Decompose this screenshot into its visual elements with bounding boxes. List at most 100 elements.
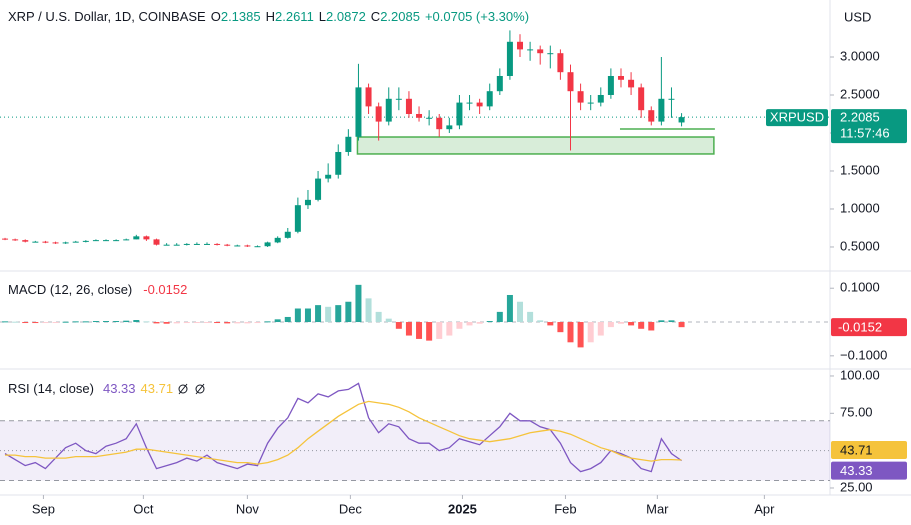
candle-body xyxy=(648,110,655,122)
histogram-bar xyxy=(244,322,251,324)
y-tick-label: 25.00 xyxy=(840,479,873,494)
histogram-bar xyxy=(113,321,120,323)
histogram-bar xyxy=(597,322,604,336)
candle-body xyxy=(496,75,503,92)
symbol-title: XRP / U.S. Dollar, 1D, COINBASE xyxy=(8,9,206,24)
countdown: 11:57:46 xyxy=(840,126,890,141)
candle-body xyxy=(62,242,69,244)
candle-body xyxy=(385,98,392,122)
candle-body xyxy=(527,49,534,51)
ohlc: L2.0872 xyxy=(319,9,366,24)
histogram-bar xyxy=(668,320,675,323)
x-tick-label: Sep xyxy=(32,501,55,516)
histogram-bar xyxy=(234,322,241,324)
candle-body xyxy=(254,246,261,248)
histogram-bar xyxy=(607,322,614,328)
rsi-value: 43.33 xyxy=(102,381,136,396)
candle-body xyxy=(32,241,39,243)
candle-body xyxy=(345,136,352,152)
candle-body xyxy=(234,245,241,247)
y-tick-label: 1.5000 xyxy=(840,162,880,177)
histogram-bar xyxy=(42,322,49,324)
value-tag-label: 43.71 xyxy=(840,442,873,457)
histogram-bar xyxy=(52,322,59,324)
candle-body xyxy=(203,243,210,245)
candle-body xyxy=(587,102,594,104)
c-value: 2.2085 xyxy=(380,9,420,24)
l-label: L xyxy=(318,9,327,24)
y-tick-label: 0.1000 xyxy=(840,280,880,295)
candle-body xyxy=(284,231,291,238)
histogram-bar xyxy=(385,318,392,323)
candle-body xyxy=(517,41,524,50)
candle-body xyxy=(617,75,624,80)
candle-body xyxy=(375,106,382,122)
candle-body xyxy=(436,117,443,130)
candle-body xyxy=(416,113,423,118)
candle-body xyxy=(607,75,614,95)
x-tick-label: Dec xyxy=(339,501,363,516)
ohlc: O2.1385 xyxy=(211,9,261,24)
histogram-bar xyxy=(567,322,574,343)
histogram-bar xyxy=(335,305,342,323)
histogram-bar xyxy=(82,321,89,323)
o-label: O xyxy=(210,9,221,24)
histogram-bar xyxy=(466,322,473,326)
candle-body xyxy=(547,53,554,55)
candle-body xyxy=(2,238,9,240)
histogram-bar xyxy=(72,321,79,323)
macd-title: MACD (12, 26, close) xyxy=(8,282,133,297)
candle-body xyxy=(567,72,574,92)
candle-body xyxy=(12,239,19,241)
candle-body xyxy=(506,41,513,76)
histogram-bar xyxy=(375,311,382,323)
candle-body xyxy=(426,117,433,119)
candle-body xyxy=(52,242,59,244)
candle-body xyxy=(325,174,332,179)
histogram-bar xyxy=(203,322,210,324)
candle-body xyxy=(153,239,160,245)
symbol-tag xyxy=(766,109,828,127)
candle-body xyxy=(456,102,463,126)
x-tick-label: Apr xyxy=(754,501,775,516)
histogram-bar xyxy=(638,322,645,329)
candle-body xyxy=(103,240,110,242)
candle-body xyxy=(244,245,251,247)
candle-body xyxy=(365,87,372,107)
histogram-bar xyxy=(284,316,291,323)
histogram-bar xyxy=(2,321,9,323)
candle-body xyxy=(557,53,564,73)
candle-body xyxy=(315,178,322,200)
currency: USD xyxy=(844,9,871,24)
histogram-bar xyxy=(355,284,362,323)
candle-body xyxy=(486,91,493,107)
candle-body xyxy=(304,199,311,206)
support-zone xyxy=(356,136,715,155)
histogram-bar xyxy=(587,322,594,343)
value-tag xyxy=(831,441,907,460)
histogram-bar xyxy=(648,322,655,331)
candle-body xyxy=(355,87,362,137)
visibility-icons[interactable] xyxy=(178,383,208,395)
histogram-bar xyxy=(274,319,281,323)
histogram-bar xyxy=(446,322,453,336)
histogram-bar xyxy=(416,322,423,339)
histogram-bar xyxy=(456,322,463,329)
candle-body xyxy=(72,241,79,243)
candle-body xyxy=(193,243,200,245)
candle-body xyxy=(42,241,49,243)
histogram-bar xyxy=(547,322,554,326)
histogram-bar xyxy=(557,322,564,333)
candle-body xyxy=(638,87,645,111)
histogram-bar xyxy=(22,322,29,324)
candle-body xyxy=(476,102,483,107)
candle-body xyxy=(173,244,180,246)
histogram-bar xyxy=(617,322,624,324)
histogram-bar xyxy=(264,321,271,323)
histogram-bar xyxy=(133,320,140,323)
change: +0.0705 (+3.30%) xyxy=(424,9,530,24)
histogram-bar xyxy=(224,322,231,324)
candle-body xyxy=(405,98,412,114)
histogram-bar xyxy=(304,308,311,323)
h-value: 2.2611 xyxy=(275,9,314,24)
